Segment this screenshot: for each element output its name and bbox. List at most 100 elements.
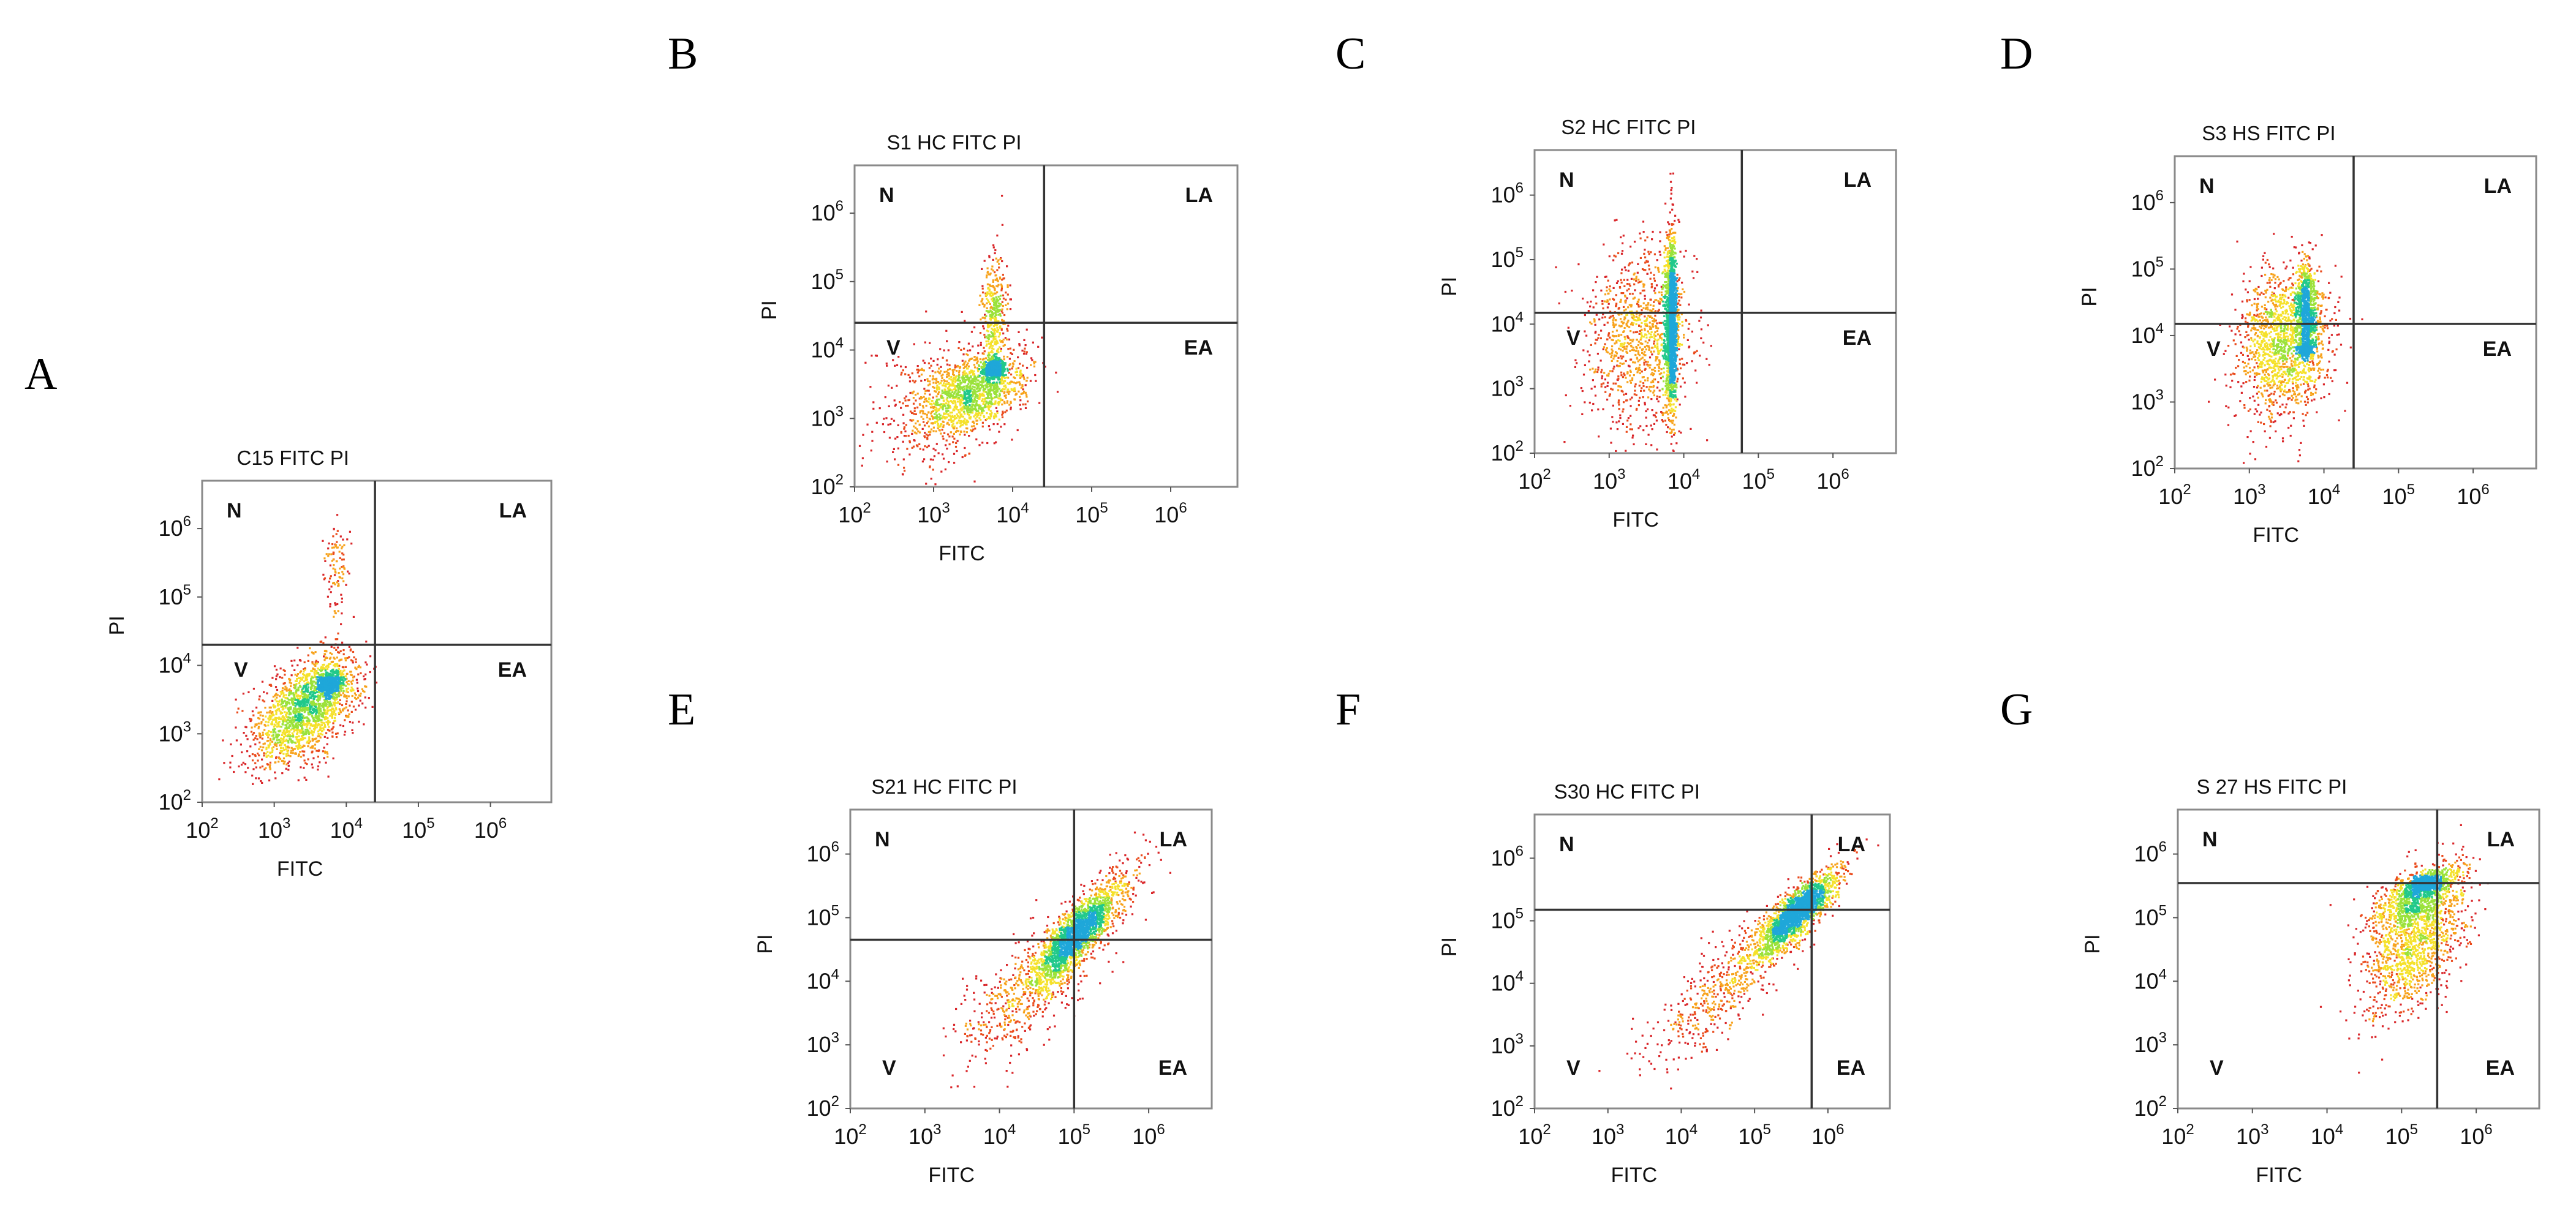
event-dot: [342, 538, 344, 541]
event-dot: [350, 682, 353, 685]
event-dot: [314, 716, 317, 718]
event-dot: [927, 434, 929, 437]
event-dot: [957, 390, 959, 393]
event-dot: [940, 403, 942, 405]
event-dot: [306, 709, 309, 711]
event-dot: [964, 397, 966, 400]
event-dot: [1001, 312, 1004, 314]
event-dot: [327, 666, 330, 668]
event-dot: [955, 408, 958, 410]
event-dot: [268, 715, 271, 718]
event-dot: [285, 763, 288, 765]
event-dot: [1003, 377, 1006, 379]
event-dot: [1007, 293, 1009, 296]
event-dot: [334, 612, 336, 614]
event-dot: [277, 734, 280, 736]
event-dot: [986, 383, 989, 386]
event-dot: [297, 745, 300, 747]
event-dot: [1022, 374, 1024, 377]
event-dot: [963, 407, 966, 410]
event-dot: [927, 362, 930, 364]
event-dot: [900, 374, 902, 376]
event-dot: [289, 708, 292, 710]
event-dot: [319, 677, 322, 679]
event-dot: [315, 660, 317, 662]
event-dot: [972, 374, 975, 376]
event-dot: [994, 387, 997, 389]
event-dot: [930, 428, 933, 431]
event-dot: [336, 670, 338, 672]
event-dot: [965, 365, 967, 367]
event-dot: [953, 374, 955, 377]
event-dot: [924, 398, 926, 401]
event-dot: [336, 683, 339, 685]
event-dot: [270, 706, 272, 709]
event-dot: [338, 668, 340, 670]
event-dot: [262, 746, 265, 748]
event-dot: [322, 682, 324, 684]
event-dot: [308, 742, 310, 745]
event-dot: [937, 371, 939, 373]
event-dot: [965, 404, 967, 406]
event-dot: [984, 314, 986, 316]
event-dot: [928, 383, 931, 386]
event-dot: [320, 690, 323, 693]
event-dot: [237, 707, 240, 710]
event-dot: [850, 441, 852, 443]
event-dot: [992, 246, 995, 249]
event-dot: [990, 295, 992, 298]
event-dot: [937, 427, 939, 429]
event-dot: [991, 268, 993, 271]
event-dot: [300, 739, 303, 741]
event-dot: [977, 374, 980, 377]
event-dot: [918, 397, 921, 400]
event-dot: [309, 724, 312, 727]
event-dot: [995, 320, 999, 323]
event-dot: [284, 682, 286, 685]
event-dot: [904, 470, 906, 472]
event-dot: [1011, 438, 1013, 441]
event-dot: [976, 395, 979, 397]
event-dot: [984, 384, 987, 386]
event-dot: [948, 368, 951, 371]
event-dot: [988, 292, 990, 295]
event-dot: [335, 560, 338, 563]
event-dot: [1000, 347, 1002, 350]
event-dot: [994, 356, 997, 359]
event-dot: [265, 720, 267, 723]
event-dot: [287, 742, 290, 744]
event-dot: [285, 702, 287, 704]
event-dot: [938, 408, 940, 410]
event-dot: [259, 745, 262, 748]
event-dot: [995, 356, 998, 359]
event-dot: [977, 379, 980, 382]
event-dot: [285, 724, 288, 726]
event-dot: [995, 394, 998, 396]
event-dot: [323, 722, 325, 724]
event-dot: [285, 715, 287, 718]
event-dot: [935, 408, 938, 410]
event-dot: [303, 754, 305, 757]
event-dot: [289, 739, 291, 741]
event-dot: [897, 464, 900, 466]
event-dot: [319, 726, 322, 728]
event-dot: [336, 514, 339, 516]
event-dot: [302, 744, 305, 747]
event-dot: [329, 688, 332, 691]
event-dot: [311, 732, 313, 734]
event-dot: [1018, 381, 1021, 383]
event-dot: [334, 638, 337, 641]
event-dot: [940, 382, 942, 385]
event-dot: [280, 744, 282, 747]
event-dot: [319, 736, 322, 739]
event-dot: [285, 767, 287, 770]
event-dot: [285, 727, 287, 729]
event-dot: [894, 458, 896, 461]
event-dot: [301, 708, 304, 710]
event-dot: [903, 426, 906, 429]
event-dot: [259, 714, 262, 717]
event-dot: [964, 446, 966, 450]
event-dot: [297, 729, 300, 731]
event-dot: [992, 386, 995, 389]
event-dot: [977, 344, 980, 347]
